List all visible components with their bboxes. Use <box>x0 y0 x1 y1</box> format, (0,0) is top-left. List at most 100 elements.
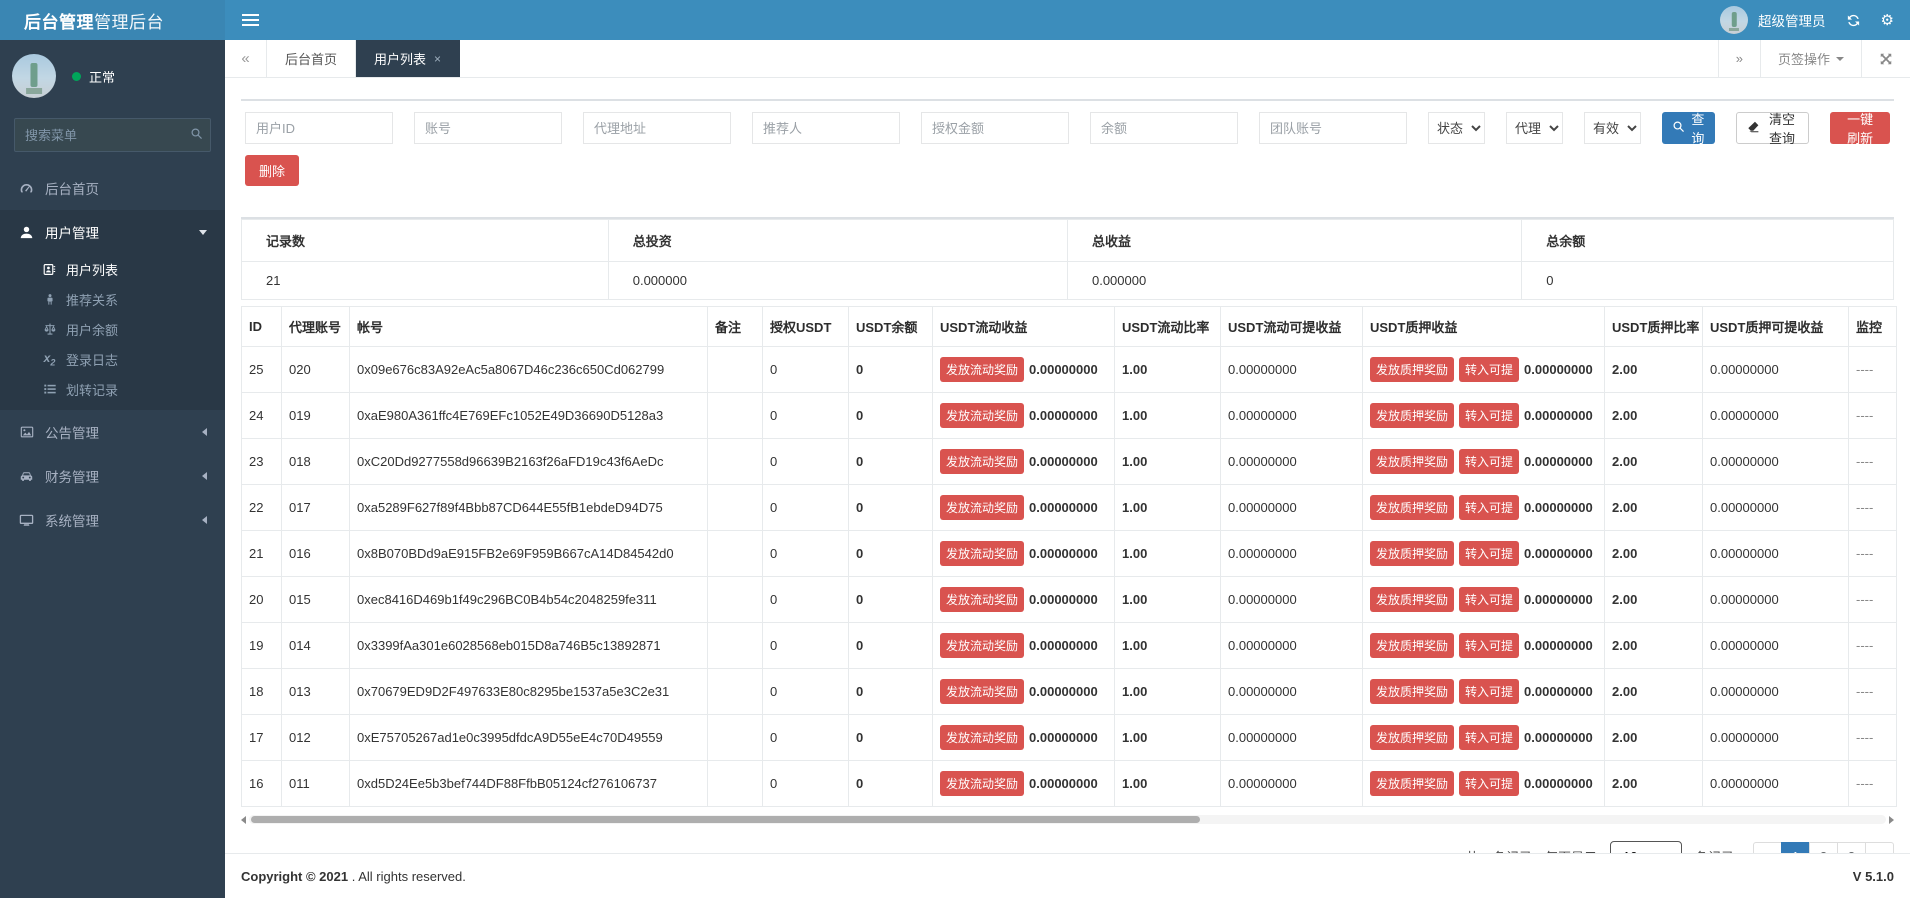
issue-flow-reward-button[interactable]: 发放流动奖励 <box>940 403 1024 428</box>
issue-flow-reward-button[interactable]: 发放流动奖励 <box>940 725 1024 750</box>
transfer-to-withdrawable-button[interactable]: 转入可提 <box>1459 725 1519 750</box>
sidebar-item[interactable]: 系统管理 <box>0 498 225 542</box>
transfer-to-withdrawable-button[interactable]: 转入可提 <box>1459 403 1519 428</box>
close-icon[interactable]: × <box>434 52 441 66</box>
page-button[interactable]: 3 <box>1837 842 1866 854</box>
issue-pledge-reward-button[interactable]: 发放质押奖励 <box>1370 541 1454 566</box>
account-input[interactable] <box>414 112 562 144</box>
user-id-input[interactable] <box>245 112 393 144</box>
summary-header: 总余额 <box>1522 220 1894 262</box>
page-button[interactable]: 1 <box>1781 842 1810 854</box>
issue-pledge-reward-button[interactable]: 发放质押奖励 <box>1370 449 1454 474</box>
tab-operations-dropdown[interactable]: 页签操作 <box>1760 40 1861 77</box>
sidebar-subitem[interactable]: 推荐关系 <box>0 284 225 314</box>
transfer-to-withdrawable-button[interactable]: 转入可提 <box>1459 633 1519 658</box>
sidebar-menu: 后台首页用户管理用户列表推荐关系用户余额x2登录日志划转记录公告管理财务管理系统… <box>0 166 225 898</box>
issue-flow-reward-button[interactable]: 发放流动奖励 <box>940 449 1024 474</box>
sidebar-toggle-button[interactable] <box>225 0 276 40</box>
column-header: 授权USDT <box>763 307 849 347</box>
car-icon <box>18 469 35 484</box>
sidebar-subitem[interactable]: 用户列表 <box>0 254 225 284</box>
column-header: USDT余额 <box>849 307 933 347</box>
issue-flow-reward-button[interactable]: 发放流动奖励 <box>940 633 1024 658</box>
status-select[interactable]: 状态 <box>1428 112 1485 144</box>
clear-search-button[interactable]: 清空查询 <box>1736 112 1810 144</box>
tab-active[interactable]: 用户列表× <box>356 40 460 77</box>
gear-icon[interactable]: ⚙ <box>1881 11 1894 29</box>
transfer-to-withdrawable-button[interactable]: 转入可提 <box>1459 541 1519 566</box>
team-account-input[interactable] <box>1259 112 1407 144</box>
sidebar-item[interactable]: 后台首页 <box>0 166 225 210</box>
issue-flow-reward-button[interactable]: 发放流动奖励 <box>940 357 1024 382</box>
issue-pledge-reward-button[interactable]: 发放质押奖励 <box>1370 403 1454 428</box>
referrer-input[interactable] <box>752 112 900 144</box>
pledge-income-value: 0.00000000 <box>1524 684 1593 699</box>
valid-select[interactable]: 有效 <box>1584 112 1641 144</box>
menu-search-input[interactable] <box>14 118 211 152</box>
issue-pledge-reward-button[interactable]: 发放质押奖励 <box>1370 357 1454 382</box>
cell-remark <box>708 577 763 623</box>
sidebar-search <box>14 118 211 152</box>
scroll-tabs-left-button[interactable]: « <box>225 40 267 77</box>
user-status: 正常 <box>72 67 115 86</box>
scrollbar-track[interactable] <box>249 815 1886 824</box>
agent-address-input[interactable] <box>583 112 731 144</box>
tab-item[interactable]: 后台首页 <box>267 40 356 77</box>
pledge-income-value: 0.00000000 <box>1524 776 1593 791</box>
transfer-to-withdrawable-button[interactable]: 转入可提 <box>1459 495 1519 520</box>
issue-flow-reward-button[interactable]: 发放流动奖励 <box>940 587 1024 612</box>
sidebar-item[interactable]: 财务管理 <box>0 454 225 498</box>
pledge-income-value: 0.00000000 <box>1524 454 1593 469</box>
navbar-avatar <box>1720 6 1748 34</box>
sidebar-item[interactable]: 用户管理 <box>0 210 225 254</box>
sidebar: 后台管理管理后台 正常 后台首页用户管理用户列表推荐关系用户余额x2登录日志划转… <box>0 0 225 898</box>
issue-flow-reward-button[interactable]: 发放流动奖励 <box>940 679 1024 704</box>
cell-pledge-income: 发放质押奖励转入可提0.00000000 <box>1363 715 1605 761</box>
delete-button[interactable]: 删除 <box>245 155 299 186</box>
issue-pledge-reward-button[interactable]: 发放质押奖励 <box>1370 495 1454 520</box>
scroll-tabs-right-button[interactable]: » <box>1718 40 1760 77</box>
issue-pledge-reward-button[interactable]: 发放质押奖励 <box>1370 771 1454 796</box>
scroll-right-arrow-icon[interactable] <box>1889 816 1894 824</box>
transfer-to-withdrawable-button[interactable]: 转入可提 <box>1459 587 1519 612</box>
transfer-to-withdrawable-button[interactable]: 转入可提 <box>1459 357 1519 382</box>
search-button[interactable]: 查询 <box>1662 112 1715 144</box>
sidebar-subitem[interactable]: 用户余额 <box>0 314 225 344</box>
transfer-to-withdrawable-button[interactable]: 转入可提 <box>1459 771 1519 796</box>
fullscreen-button[interactable] <box>1861 40 1910 77</box>
cell-pledge-withdrawable: 0.00000000 <box>1703 761 1849 807</box>
per-page-select[interactable]: 10 <box>1610 841 1682 853</box>
page-button[interactable]: » <box>1865 842 1894 854</box>
issue-flow-reward-button[interactable]: 发放流动奖励 <box>940 495 1024 520</box>
sidebar-item-label: 后台首页 <box>45 178 99 198</box>
cell-pledge-withdrawable: 0.00000000 <box>1703 577 1849 623</box>
auth-amount-input[interactable] <box>921 112 1069 144</box>
user-menu[interactable]: 超级管理员 <box>1720 6 1826 34</box>
sidebar-subitem[interactable]: 划转记录 <box>0 374 225 404</box>
issue-pledge-reward-button[interactable]: 发放质押奖励 <box>1370 587 1454 612</box>
issue-flow-reward-button[interactable]: 发放流动奖励 <box>940 771 1024 796</box>
issue-pledge-reward-button[interactable]: 发放质押奖励 <box>1370 725 1454 750</box>
flow-income-value: 0.00000000 <box>1029 362 1098 377</box>
transfer-to-withdrawable-button[interactable]: 转入可提 <box>1459 449 1519 474</box>
issue-flow-reward-button[interactable]: 发放流动奖励 <box>940 541 1024 566</box>
cell-flow-income: 发放流动奖励0.00000000 <box>933 669 1115 715</box>
sidebar-subitem-label: 登录日志 <box>66 350 118 369</box>
scroll-left-arrow-icon[interactable] <box>241 816 246 824</box>
balance-input[interactable] <box>1090 112 1238 144</box>
cell-pledge-withdrawable: 0.00000000 <box>1703 715 1849 761</box>
transfer-to-withdrawable-button[interactable]: 转入可提 <box>1459 679 1519 704</box>
cell-pledge-rate: 2.00 <box>1605 393 1703 439</box>
sidebar-item[interactable]: 公告管理 <box>0 410 225 454</box>
scrollbar-thumb[interactable] <box>251 816 1200 823</box>
page-button[interactable]: 2 <box>1809 842 1838 854</box>
sidebar-subitem[interactable]: x2登录日志 <box>0 344 225 374</box>
agent-select[interactable]: 代理 <box>1506 112 1563 144</box>
refresh-all-button[interactable]: 一键刷新 <box>1830 112 1890 144</box>
cell-flow-rate: 1.00 <box>1115 623 1221 669</box>
issue-pledge-reward-button[interactable]: 发放质押奖励 <box>1370 679 1454 704</box>
refresh-icon[interactable] <box>1846 13 1861 28</box>
table-row: 180130x70679ED9D2F497633E80c8295be1537a5… <box>242 669 1897 715</box>
issue-pledge-reward-button[interactable]: 发放质押奖励 <box>1370 633 1454 658</box>
page-button[interactable]: « <box>1753 842 1782 854</box>
